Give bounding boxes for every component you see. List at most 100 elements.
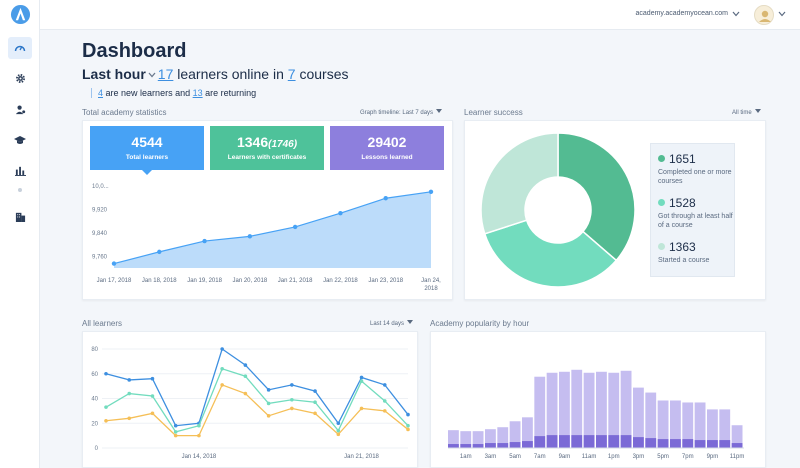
data-point	[173, 433, 178, 438]
new-learners-text: are new learners and	[105, 88, 191, 98]
bar-total	[670, 400, 681, 448]
data-point	[359, 375, 364, 380]
page-title: Dashboard	[82, 40, 187, 62]
legend-text: Started a course	[658, 257, 710, 264]
all-learners-range-selector[interactable]: Last 14 days	[370, 320, 414, 327]
range-value: All time	[732, 110, 752, 116]
legend-dot	[658, 199, 665, 206]
chevron-down-icon[interactable]	[778, 11, 786, 17]
x-tick-label: Jan 21, 2018	[344, 454, 379, 460]
academy-domain-selector[interactable]: academy.academyocean.com	[635, 10, 728, 17]
x-tick-label: 1pm	[608, 454, 620, 460]
academyocean-logo-icon[interactable]	[10, 4, 31, 25]
data-point	[359, 379, 364, 383]
legend-value: 1651	[669, 152, 696, 166]
avatar[interactable]	[754, 5, 774, 25]
new-learners-count[interactable]: 4	[98, 88, 104, 98]
returning-learners-count[interactable]: 13	[192, 88, 203, 98]
stat-card-total-learners[interactable]: 4544 Total learners	[90, 126, 204, 170]
x-tick-label: Jan 23, 2018	[368, 278, 403, 284]
legend-value: 1528	[669, 196, 696, 210]
bar-part	[633, 437, 644, 448]
stat-value: 29402	[367, 134, 407, 150]
learner-success-donut-chart	[480, 132, 636, 288]
y-tick-label: 80	[91, 347, 98, 353]
sidebar-separator	[18, 188, 22, 192]
legend-value: 1363	[669, 240, 696, 254]
data-point	[202, 238, 207, 244]
bar-total	[559, 371, 570, 448]
caret-down-icon	[407, 320, 414, 324]
buildings-icon[interactable]	[8, 205, 32, 227]
chevron-down-icon[interactable]	[732, 11, 740, 17]
courses-count[interactable]: 7	[287, 66, 296, 82]
graduation-cap-icon[interactable]	[8, 129, 32, 151]
stat-value: 4544	[131, 134, 163, 150]
series-line	[105, 384, 409, 437]
bar-part	[707, 440, 718, 448]
data-point	[313, 389, 317, 393]
bar-part	[497, 443, 509, 448]
donut-slice	[483, 219, 618, 288]
data-point	[247, 234, 253, 239]
data-point	[338, 210, 343, 216]
bar-chart-icon[interactable]	[8, 159, 32, 181]
stat-value: 1346	[236, 134, 269, 150]
data-point	[382, 399, 387, 403]
x-tick-label: Jan 19, 2018	[187, 278, 222, 284]
period-selector[interactable]: Last hour	[82, 66, 146, 82]
series-line	[105, 367, 409, 433]
data-point	[292, 224, 298, 230]
x-tick-label: Jan 24,	[421, 278, 441, 284]
x-tick-label: 9am	[559, 454, 571, 460]
users-icon[interactable]	[8, 98, 32, 120]
bar-total	[460, 431, 472, 448]
x-tick-label: 9pm	[707, 454, 719, 460]
all-learners-line-chart: 0 20 40 60 80 Jan 14, 2018 Jan 21, 2018	[91, 347, 410, 460]
x-tick-label: Jan 18, 2018	[142, 278, 177, 284]
bar-total	[485, 429, 496, 448]
bar-total	[509, 421, 521, 448]
dashboard-gauge-icon[interactable]	[8, 37, 32, 59]
x-tick-label: Jan 14, 2018	[182, 454, 217, 460]
graph-timeline-label: Graph timeline:	[360, 110, 401, 116]
bar-part	[731, 443, 743, 448]
bar-part	[571, 435, 583, 448]
bar-total	[571, 369, 583, 448]
data-point	[359, 406, 364, 411]
bar-part	[719, 440, 731, 448]
settings-gear-icon[interactable]	[8, 67, 32, 89]
bar-total	[719, 409, 731, 448]
bar-part	[485, 443, 496, 448]
x-tick-label: 5pm	[657, 454, 669, 460]
x-tick-label: 2018	[424, 286, 438, 292]
bar-total	[596, 371, 607, 448]
bar-part	[448, 444, 459, 448]
all-learners-card	[82, 331, 418, 468]
stat-card-certificates[interactable]: 1346(1746) Learners with certificates	[210, 126, 324, 170]
y-tick-label: 40	[91, 397, 98, 403]
data-point	[383, 196, 388, 201]
data-point	[111, 261, 117, 266]
popularity-label: Academy popularity by hour	[430, 319, 530, 328]
graph-timeline-selector[interactable]: Graph timeline: Last 7 days	[360, 109, 443, 116]
donut-slice	[557, 132, 636, 262]
returning-learners-text: are returning	[205, 88, 257, 98]
x-tick-label: 1am	[460, 454, 472, 460]
stat-card-lessons[interactable]: 29402 Lessons learned	[330, 126, 444, 170]
bar-total	[694, 402, 706, 448]
donut-slice	[480, 132, 559, 235]
learner-success-range-selector[interactable]: All time	[732, 109, 761, 116]
data-point	[150, 411, 155, 416]
chevron-down-icon[interactable]	[148, 72, 156, 78]
bar-part	[583, 435, 595, 448]
legend-text: Got through at least half of a course	[658, 213, 733, 229]
range-value: Last 14 days	[370, 321, 405, 327]
learners-online-count[interactable]: 17	[157, 66, 174, 82]
bar-part	[546, 435, 558, 448]
bar-total	[731, 425, 743, 448]
bar-part	[670, 439, 681, 448]
courses-text: courses	[299, 66, 349, 82]
bar-part	[559, 435, 570, 448]
data-point	[313, 400, 317, 405]
